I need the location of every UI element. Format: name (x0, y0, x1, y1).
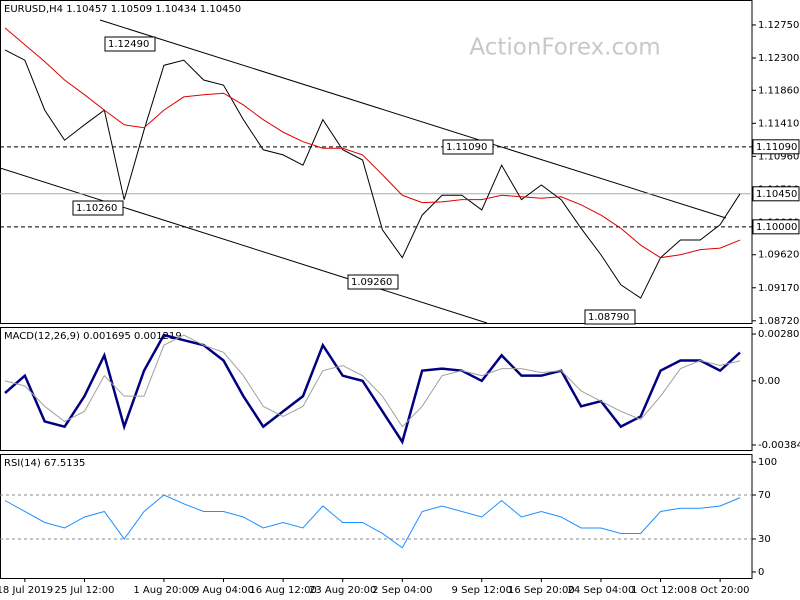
x-tick-label: 9 Aug 04:00 (193, 585, 254, 596)
x-tick-label: 25 Jul 12:00 (54, 585, 114, 596)
series-line (4, 27, 741, 259)
y-tick-label: 1.09620 (758, 250, 799, 261)
annotation: 1.11090 (446, 142, 487, 153)
panel-frame (0, 327, 753, 451)
panel-title: MACD(12,26,9) 0.001695 0.001219 (4, 331, 182, 342)
panel-title: RSI(14) 67.5135 (4, 458, 85, 469)
annotation-box (104, 36, 156, 52)
y-tick-label: 30 (758, 534, 771, 545)
y-tick-label: 1.10960 (758, 151, 799, 162)
annotation-box (72, 200, 124, 216)
panel-title: EURUSD,H4 1.10457 1.10509 1.10434 1.1045… (4, 4, 241, 15)
y-tick-label: 1.12300 (758, 53, 799, 64)
x-tick-label: 9 Sep 12:00 (452, 585, 512, 596)
y-tick-label: 0.002808 (758, 329, 800, 340)
level-label: 1.11090 (756, 142, 797, 153)
panel-frame (0, 0, 753, 324)
x-tick-label: 23 Aug 20:00 (309, 585, 376, 596)
x-tick-label: 1 Oct 12:00 (631, 585, 690, 596)
panel-frame (0, 454, 753, 579)
annotation: 1.10260 (76, 203, 117, 214)
y-tick-label: 0.00 (758, 376, 780, 387)
level-box (752, 186, 800, 202)
watermark: ActionForex.com (469, 35, 660, 61)
x-tick-label: 16 Sep 20:00 (508, 585, 575, 596)
x-tick-label: 18 Jul 2019 (0, 585, 53, 596)
y-tick-label: 100 (758, 457, 777, 468)
level-box (752, 139, 800, 155)
y-tick-label: 70 (758, 490, 771, 501)
annotation: 1.12490 (108, 39, 149, 50)
annotation-box (347, 274, 399, 290)
series-line (4, 333, 741, 445)
annotation: 1.08790 (588, 312, 629, 323)
x-tick-label: 16 Aug 12:00 (249, 585, 316, 596)
channel-line (99, 19, 727, 219)
annotation-box (442, 139, 494, 155)
x-tick-label: 1 Aug 20:00 (133, 585, 194, 596)
y-tick-label: -0.003848 (758, 440, 800, 451)
annotation: 1.09260 (351, 277, 392, 288)
level-label: 1.10450 (756, 189, 797, 200)
series-line (4, 494, 741, 549)
y-tick-label: 1.11410 (758, 118, 799, 129)
y-tick-label: 1.12750 (758, 20, 799, 31)
x-tick-label: 24 Sep 04:00 (568, 585, 635, 596)
x-tick-label: 2 Sep 04:00 (372, 585, 432, 596)
y-tick-label: 1.11860 (758, 85, 799, 96)
y-tick-label: 1.09170 (758, 283, 799, 294)
series-line (4, 334, 741, 428)
y-tick-label: 1.08720 (758, 316, 799, 327)
level-box (752, 219, 800, 235)
series-line (4, 49, 741, 299)
x-tick-label: 8 Oct 20:00 (691, 585, 750, 596)
level-label: 1.10000 (756, 222, 797, 233)
annotation-box (584, 309, 636, 325)
y-tick-label: 0 (758, 567, 764, 578)
